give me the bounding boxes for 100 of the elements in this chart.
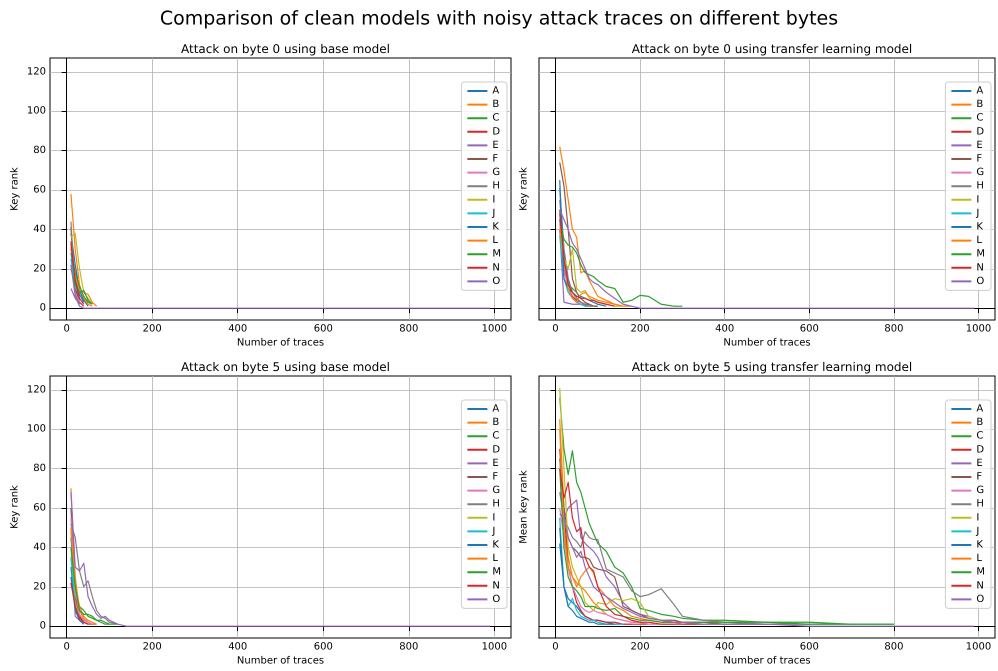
x-tick-label: 800	[884, 324, 904, 334]
x-tick-label: 200	[630, 642, 650, 652]
y-tick-label: 120	[26, 66, 46, 78]
y-tick-label: 80	[33, 463, 46, 474]
y-tick-label: 40	[33, 542, 46, 553]
legend-label: C	[976, 430, 984, 442]
legend-label: N	[976, 580, 984, 592]
x-axis-title: Number of traces	[236, 656, 324, 666]
x-tick-label: 1000	[482, 642, 508, 652]
x-tick-label: 600	[314, 324, 333, 334]
legend-label: C	[492, 112, 500, 124]
legend-label: I	[492, 194, 496, 206]
y-axis-title: Key rank	[10, 166, 20, 211]
legend-label: H	[492, 180, 500, 192]
legend-label: K	[492, 540, 500, 550]
legend-label: G	[492, 485, 500, 496]
x-tick-label: 1000	[966, 642, 992, 652]
legend-label: L	[492, 553, 498, 564]
legend-label: M	[492, 248, 502, 260]
legend-label: G	[976, 167, 984, 178]
y-axis-title: Key rank	[10, 484, 20, 529]
legend-label: C	[976, 112, 984, 124]
legend-label: B	[492, 417, 500, 428]
legend-label: G	[492, 167, 500, 178]
legend-label: O	[976, 276, 984, 287]
legend-label: M	[492, 566, 502, 578]
y-tick-label: 60	[33, 502, 46, 514]
legend-label: H	[976, 180, 984, 192]
legend-label: E	[976, 140, 983, 151]
x-tick-label: 400	[715, 642, 734, 652]
y-tick-label: 80	[33, 145, 46, 156]
x-tick-label: 1000	[482, 324, 508, 334]
x-axis-title: Number of traces	[236, 338, 324, 348]
legend-label: B	[976, 417, 984, 428]
legend-label: J	[975, 208, 980, 219]
legend-label: E	[976, 458, 983, 469]
legend-label: D	[976, 126, 984, 138]
y-tick-label: 100	[26, 106, 46, 117]
y-tick-label: 0	[40, 302, 46, 314]
legend-label: I	[976, 512, 980, 524]
legend-label: D	[976, 444, 984, 456]
x-tick-label: 1000	[966, 324, 992, 334]
y-tick-label: 40	[33, 224, 46, 235]
x-tick-label: 0	[552, 642, 559, 652]
x-axis-title: Number of traces	[723, 656, 811, 666]
x-tick-label: 0	[552, 324, 559, 334]
legend-label: K	[976, 540, 984, 550]
x-axis-title: Number of traces	[723, 338, 811, 348]
legend-label: M	[976, 566, 986, 578]
chart-title: Attack on byte 0 using base model	[181, 42, 390, 56]
x-tick-label: 600	[800, 642, 819, 652]
legend-label: H	[976, 498, 984, 510]
x-tick-label: 400	[228, 642, 248, 652]
legend-label: G	[976, 485, 984, 496]
legend-label: E	[492, 458, 499, 469]
legend-label: I	[976, 194, 980, 206]
legend-label: K	[492, 222, 500, 232]
x-tick-label: 400	[715, 324, 734, 334]
legend-label: F	[976, 472, 982, 482]
x-tick-label: 600	[800, 324, 819, 334]
x-tick-label: 800	[884, 642, 904, 652]
chart-title: Attack on byte 5 using transfer learning model	[632, 360, 912, 374]
legend-label: J	[975, 526, 980, 537]
y-tick-label: 100	[26, 424, 46, 435]
legend-label: J	[491, 526, 496, 537]
legend-label: A	[976, 404, 984, 414]
legend-label: F	[492, 472, 498, 482]
legend-label: A	[976, 86, 984, 96]
legend-label: C	[492, 430, 500, 442]
y-tick-label: 120	[26, 384, 46, 396]
legend-label: B	[976, 99, 984, 110]
legend-label: A	[492, 404, 500, 414]
text: Comparison of clean models with noisy attack traces on different bytes	[160, 8, 838, 30]
y-axis-title: Mean key rank	[518, 470, 530, 544]
legend-label: B	[492, 99, 500, 110]
y-tick-label: 20	[33, 263, 46, 274]
legend-label: O	[976, 594, 984, 605]
x-tick-label: 200	[142, 324, 162, 334]
x-tick-label: 800	[399, 642, 418, 652]
legend-label: E	[492, 140, 499, 151]
legend-label: N	[492, 580, 500, 592]
x-tick-label: 0	[63, 324, 70, 334]
x-tick-label: 0	[63, 642, 70, 652]
legend-label: O	[492, 276, 500, 287]
chart-title: Attack on byte 0 using transfer learning model	[632, 42, 912, 56]
y-tick-label: 20	[33, 581, 46, 592]
legend-label: L	[976, 553, 982, 564]
legend-label: I	[492, 512, 496, 524]
y-axis-title: Key rank	[518, 166, 530, 211]
legend-label: A	[492, 86, 500, 96]
legend-label: H	[492, 498, 500, 510]
chart-title: Attack on byte 5 using base model	[181, 360, 390, 374]
legend-label: F	[492, 154, 498, 164]
legend-label: D	[492, 126, 500, 138]
legend-label: L	[492, 235, 498, 246]
y-tick-label: 60	[33, 184, 46, 196]
x-tick-label: 400	[228, 324, 248, 334]
x-tick-label: 600	[314, 642, 333, 652]
legend-label: F	[976, 154, 982, 164]
legend-label: L	[976, 235, 982, 246]
